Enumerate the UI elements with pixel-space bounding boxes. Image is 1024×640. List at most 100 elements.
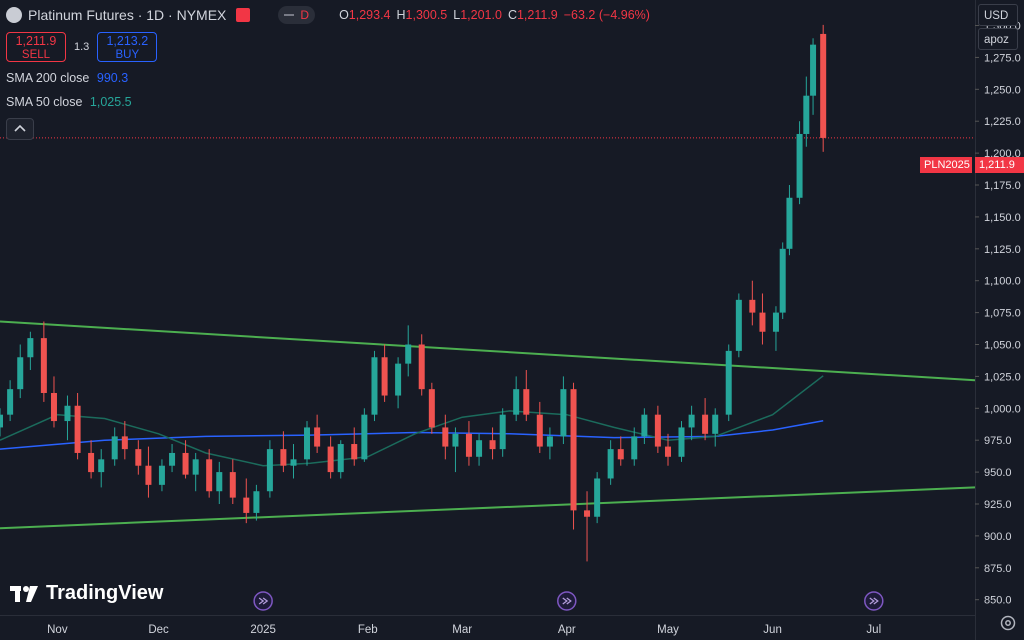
candle-body [712,414,719,434]
ohlc-key: L [453,8,461,22]
buy-button[interactable]: 1,213.2 BUY [97,32,158,62]
sell-label: SELL [21,49,51,61]
x-tick-label: Apr [558,624,576,636]
brand-text: TradingView [46,582,164,604]
minus-icon [284,14,295,16]
sell-price: 1,211.9 [15,34,57,48]
y-tick-label: 1,100.0 [984,276,1021,288]
candle-body [779,248,786,313]
settings-icon[interactable] [997,612,1019,634]
data-badge: D [300,8,310,22]
y-tick-label: 950.0 [984,467,1012,479]
candle-body [40,338,47,393]
fast-forward-icon [258,597,269,605]
platinum-logo-icon [6,7,22,23]
candle-body [371,357,378,415]
candle-body [772,312,779,332]
ohlc-item: H1,300.5 [397,8,448,22]
y-tick-label: 900.0 [984,531,1012,543]
candle-body [74,405,81,453]
candle-body [121,436,128,450]
candle-body [216,472,223,492]
candle-body [327,446,334,473]
currency-select[interactable]: USD [978,4,1018,26]
sma50-label: SMA 50 close [6,95,83,109]
y-tick-label: 850.0 [984,595,1012,607]
candle-body [361,414,368,460]
candles [0,24,827,562]
buy-price: 1,213.2 [106,34,149,48]
y-tick-label: 1,275.0 [984,52,1021,64]
candle-body [546,436,553,447]
candle-body [395,363,402,396]
symbol-price-tag: PLN2025 [920,157,972,173]
symbol-title[interactable]: Platinum Futures · 1D · NYMEX [28,7,227,23]
y-tick-label: 1,025.0 [984,371,1021,383]
candle-body [803,95,810,134]
price-axis-panel [975,0,1024,640]
candle-body [253,491,260,513]
candle-body [820,33,827,138]
last-price-tag: 1,211.9 [975,157,1024,173]
scale-mode-select[interactable]: apoz [978,28,1018,50]
trendline [0,320,976,382]
sma200-line [0,419,824,450]
spread-value: 1.3 [74,41,90,53]
tradingview-logo[interactable]: TradingView [10,582,163,605]
ohlc-value: 1,201.0 [460,8,502,22]
collapse-legend-button[interactable] [6,118,34,140]
candle-body [27,338,34,358]
trade-panel: 1,211.9 SELL 1.3 1,213.2 BUY [6,32,158,62]
sma50-legend[interactable]: SMA 50 close 1,025.5 [6,95,132,109]
candle-body [169,452,176,466]
y-tick-label: 1,175.0 [984,180,1021,192]
candle-body [442,427,449,447]
candle-body [631,436,638,460]
sell-button[interactable]: 1,211.9 SELL [6,32,66,62]
sma200-legend[interactable]: SMA 200 close 990.3 [6,71,128,85]
candle-body [570,389,577,511]
candle-body [796,133,803,198]
candle-body [678,427,685,457]
candle-body [594,478,601,517]
x-tick-label: 2025 [250,624,276,636]
ohlc-value: 1,300.5 [405,8,448,22]
x-tick-label: Feb [358,624,378,636]
candle-body [607,449,614,479]
candle-body [418,344,425,390]
ohlc-item: C1,211.9 [508,8,558,22]
y-tick-label: 1,225.0 [984,116,1021,128]
candle-body [452,433,459,447]
candle-body [489,440,496,450]
y-tick-label: 1,000.0 [984,403,1021,415]
y-tick-label: 925.0 [984,499,1012,511]
candle-body [304,427,311,460]
fast-forward-icon [869,597,879,605]
candle-body [337,444,344,473]
data-status-pill[interactable]: D [278,6,316,24]
chart-header: Platinum Futures · 1D · NYMEX D O1,293.4… [6,6,650,24]
y-tick-label: 975.0 [984,435,1012,447]
candle-body [664,446,671,457]
candle-body [654,414,661,447]
sma200-value: 990.3 [96,71,129,85]
y-tick-label: 875.0 [984,563,1012,575]
candle-body [536,414,543,447]
candle-body [50,392,57,422]
tradingview-mark-icon [10,585,38,602]
ohlc-value: 1,293.4 [348,8,391,22]
candle-body [280,449,287,466]
candle-body [584,510,591,517]
ohlc-key: O [339,8,349,22]
candle-body [0,414,3,428]
sma200-label: SMA 200 close [6,71,90,85]
fast-forward-icon [562,597,572,605]
y-tick-label: 1,150.0 [984,212,1021,224]
candle-body [749,299,756,313]
alert-flag-icon[interactable] [236,8,251,22]
candle-body [735,299,742,351]
candle-body [641,414,648,437]
ohlc-value: −63.2 (−4.96%) [563,8,650,22]
